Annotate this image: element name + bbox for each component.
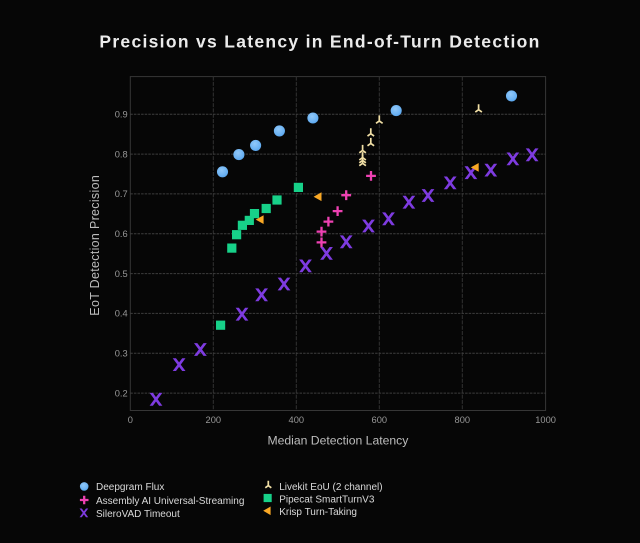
svg-text:0.7: 0.7: [115, 189, 128, 199]
svg-text:Median Detection Latency: Median Detection Latency: [267, 434, 409, 448]
svg-text:0.6: 0.6: [115, 229, 128, 239]
svg-text:Deepgram Flux: Deepgram Flux: [96, 482, 164, 493]
svg-text:0.9: 0.9: [115, 110, 128, 120]
svg-text:1000: 1000: [535, 415, 556, 425]
svg-text:SileroVAD Timeout: SileroVAD Timeout: [96, 509, 180, 520]
svg-text:0.2: 0.2: [115, 388, 128, 398]
svg-text:600: 600: [372, 415, 388, 425]
svg-text:Assembly AI Universal-Streamin: Assembly AI Universal-Streaming: [96, 496, 244, 507]
svg-text:0: 0: [128, 415, 133, 425]
svg-text:800: 800: [455, 415, 471, 425]
svg-text:400: 400: [289, 415, 305, 425]
svg-text:200: 200: [206, 415, 222, 425]
svg-text:Livekit EoU (2 channel): Livekit EoU (2 channel): [279, 482, 382, 493]
svg-text:Krisp Turn-Taking: Krisp Turn-Taking: [279, 507, 357, 518]
svg-text:EoT Detection Precision: EoT Detection Precision: [88, 175, 102, 316]
svg-text:0.3: 0.3: [115, 349, 128, 359]
svg-text:Precision vs Latency in End-of: Precision vs Latency in End-of-Turn Dete…: [99, 31, 540, 51]
svg-text:0.5: 0.5: [115, 269, 128, 279]
svg-text:0.4: 0.4: [115, 309, 128, 319]
svg-text:Pipecat SmartTurnV3: Pipecat SmartTurnV3: [279, 494, 375, 505]
svg-text:0.8: 0.8: [115, 149, 128, 159]
